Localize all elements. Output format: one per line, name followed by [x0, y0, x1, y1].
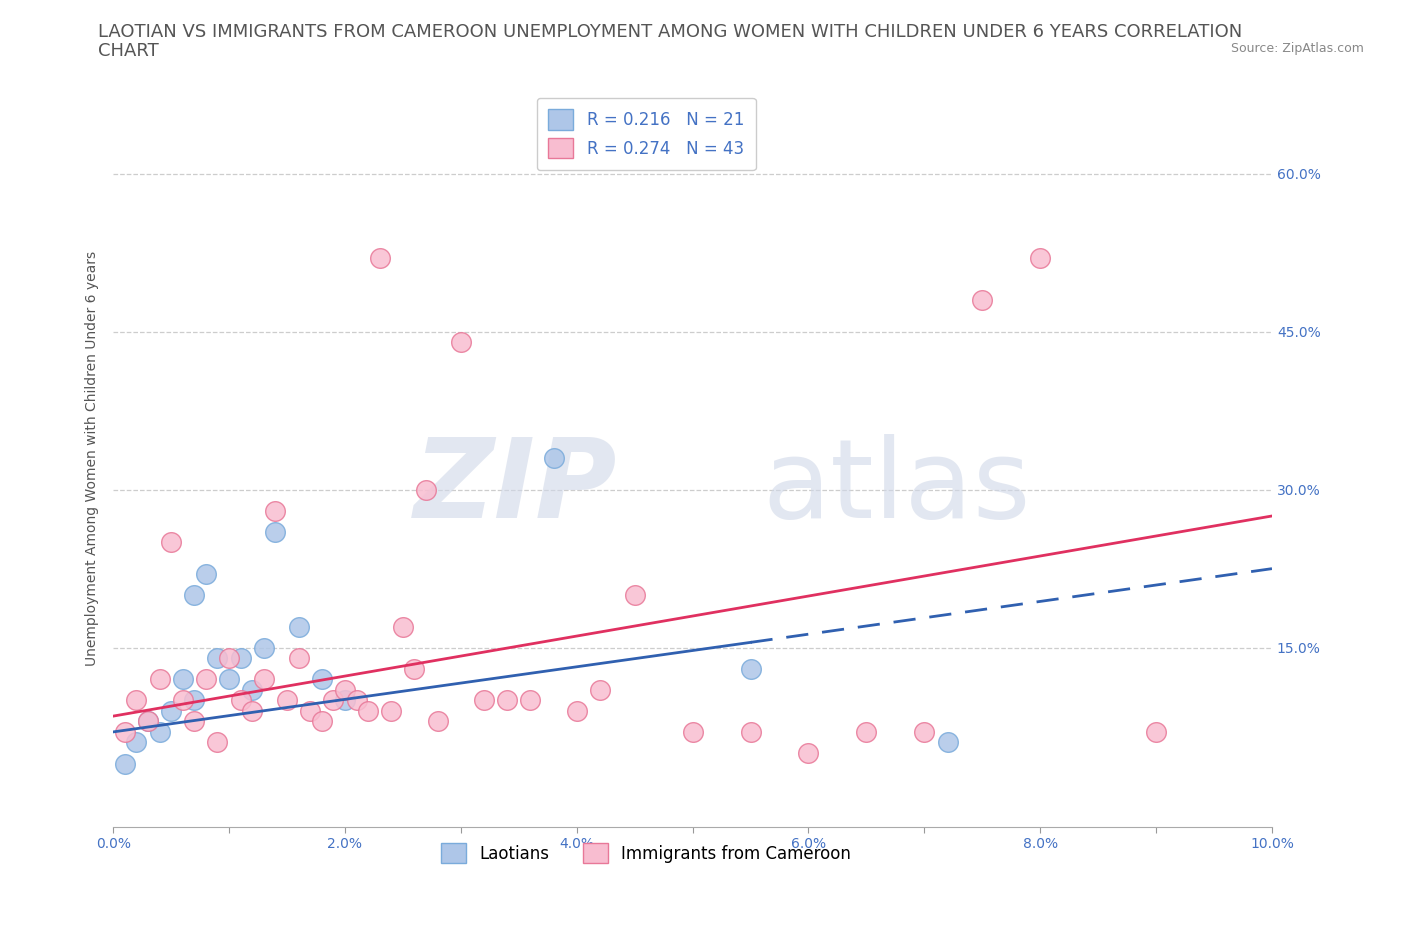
- Point: [148, 671, 170, 686]
- Point: [287, 619, 309, 634]
- Point: [311, 671, 333, 686]
- Point: [240, 683, 263, 698]
- Point: [136, 714, 159, 729]
- Legend: Laotians, Immigrants from Cameroon: Laotians, Immigrants from Cameroon: [434, 836, 858, 870]
- Point: [450, 335, 472, 350]
- Point: [160, 703, 183, 718]
- Point: [160, 535, 183, 550]
- Point: [357, 703, 380, 718]
- Point: [392, 619, 415, 634]
- Point: [912, 724, 935, 739]
- Point: [229, 651, 252, 666]
- Point: [333, 693, 356, 708]
- Point: [404, 661, 426, 676]
- Point: [415, 483, 437, 498]
- Point: [589, 683, 612, 698]
- Point: [264, 503, 287, 518]
- Point: [114, 756, 136, 771]
- Point: [194, 671, 217, 686]
- Point: [125, 735, 148, 750]
- Point: [183, 588, 205, 603]
- Point: [253, 671, 276, 686]
- Point: [797, 746, 820, 761]
- Point: [543, 451, 565, 466]
- Point: [855, 724, 877, 739]
- Point: [183, 693, 205, 708]
- Point: [368, 250, 391, 265]
- Point: [972, 293, 994, 308]
- Point: [519, 693, 541, 708]
- Point: [148, 724, 170, 739]
- Point: [264, 525, 287, 539]
- Point: [276, 693, 298, 708]
- Point: [194, 566, 217, 581]
- Point: [240, 703, 263, 718]
- Point: [565, 703, 588, 718]
- Text: Source: ZipAtlas.com: Source: ZipAtlas.com: [1230, 42, 1364, 55]
- Y-axis label: Unemployment Among Women with Children Under 6 years: Unemployment Among Women with Children U…: [86, 250, 100, 666]
- Point: [682, 724, 704, 739]
- Text: ZIP: ZIP: [413, 434, 617, 541]
- Point: [1144, 724, 1167, 739]
- Point: [207, 651, 229, 666]
- Point: [740, 724, 762, 739]
- Point: [740, 661, 762, 676]
- Point: [207, 735, 229, 750]
- Point: [380, 703, 402, 718]
- Point: [1029, 250, 1052, 265]
- Point: [333, 683, 356, 698]
- Text: atlas: atlas: [762, 434, 1031, 541]
- Point: [218, 651, 240, 666]
- Point: [253, 640, 276, 655]
- Point: [229, 693, 252, 708]
- Point: [172, 693, 194, 708]
- Point: [322, 693, 344, 708]
- Point: [346, 693, 368, 708]
- Point: [125, 693, 148, 708]
- Point: [496, 693, 519, 708]
- Text: CHART: CHART: [98, 42, 159, 60]
- Point: [114, 724, 136, 739]
- Point: [311, 714, 333, 729]
- Point: [936, 735, 959, 750]
- Point: [426, 714, 449, 729]
- Text: LAOTIAN VS IMMIGRANTS FROM CAMEROON UNEMPLOYMENT AMONG WOMEN WITH CHILDREN UNDER: LAOTIAN VS IMMIGRANTS FROM CAMEROON UNEM…: [98, 23, 1243, 41]
- Point: [472, 693, 495, 708]
- Point: [299, 703, 322, 718]
- Point: [172, 671, 194, 686]
- Point: [218, 671, 240, 686]
- Point: [183, 714, 205, 729]
- Point: [136, 714, 159, 729]
- Point: [287, 651, 309, 666]
- Point: [623, 588, 645, 603]
